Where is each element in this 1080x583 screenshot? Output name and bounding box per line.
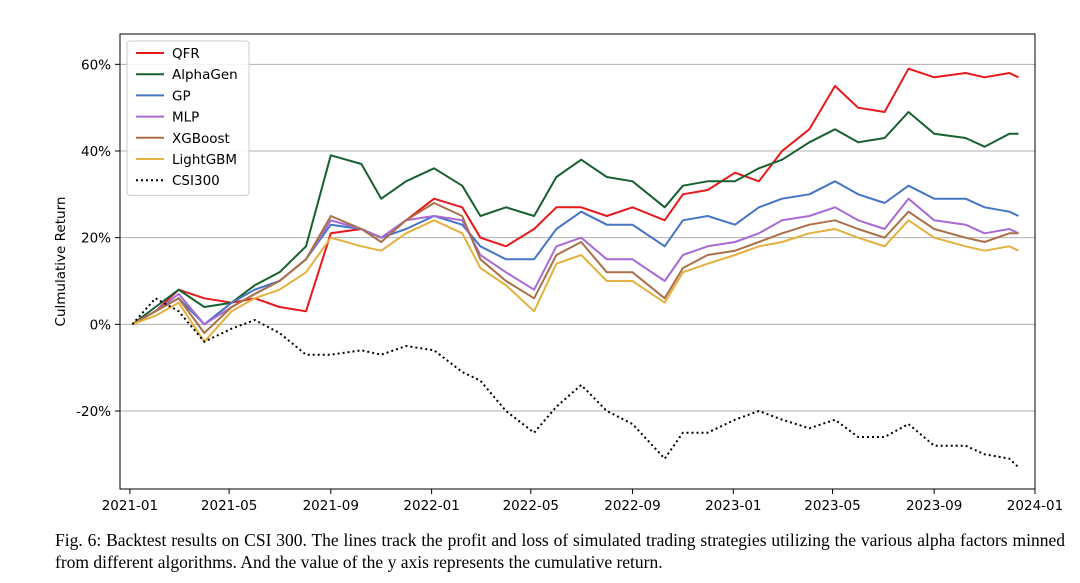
y-tick-label: -20% [76, 404, 111, 420]
y-axis-ticks: 60% 40% 20% 0% -20% [76, 57, 120, 420]
x-tick-label: 2022-05 [503, 498, 559, 514]
legend-label-mlp: MLP [172, 110, 199, 126]
legend-box [126, 40, 250, 196]
legend-label-csi300: CSI300 [172, 173, 220, 189]
line-chart: 2021-01 2021-05 2021-09 2022-01 2022-05 2022-… [53, 33, 1063, 514]
series-lines [131, 67, 1020, 469]
x-tick-label: 2021-01 [102, 498, 158, 514]
x-tick-label: 2021-05 [201, 498, 257, 514]
x-tick-label: 2021-09 [303, 498, 359, 514]
legend: QFR AlphaGen GP MLP XGBoost LightGBM CSI300 [126, 40, 250, 196]
figure-caption: Fig. 6: Backtest results on CSI 300. The… [55, 530, 1065, 572]
legend-label-lightgbm: LightGBM [172, 152, 237, 168]
x-tick-label: 2023-01 [705, 498, 761, 514]
y-tick-label: 40% [81, 144, 111, 160]
series-line-lightgbm [132, 219, 1019, 343]
legend-label-xgboost: XGBoost [172, 131, 230, 147]
x-tick-label: 2022-09 [604, 498, 660, 514]
y-tick-label: 60% [81, 57, 111, 73]
legend-label-gp: GP [172, 88, 191, 104]
x-tick-label: 2023-05 [804, 498, 860, 514]
y-axis-label: Culmulative Return [53, 197, 69, 327]
series-line-csi300 [131, 297, 1020, 469]
backtest-figure: 2021-01 2021-05 2021-09 2022-01 2022-05 2022-… [53, 33, 1063, 514]
y-tick-label: 20% [81, 231, 111, 247]
legend-label-alphagen: AlphaGen [172, 67, 238, 83]
series-line-xgboost [131, 202, 1019, 334]
series-line-mlp [131, 197, 1019, 326]
x-tick-label: 2022-01 [403, 498, 459, 514]
series-line-qfr [131, 67, 1019, 326]
series-line-alphagen [131, 111, 1019, 326]
grid-lines [120, 63, 1035, 412]
x-tick-label: 2023-09 [906, 498, 962, 514]
legend-label-qfr: QFR [172, 46, 200, 62]
plot-area-frame [119, 33, 1036, 490]
x-tick-label: 2024-01 [1007, 498, 1063, 514]
y-tick-label: 0% [90, 317, 112, 333]
x-axis-ticks: 2021-01 2021-05 2021-09 2022-01 2022-05 2022-… [102, 489, 1063, 514]
